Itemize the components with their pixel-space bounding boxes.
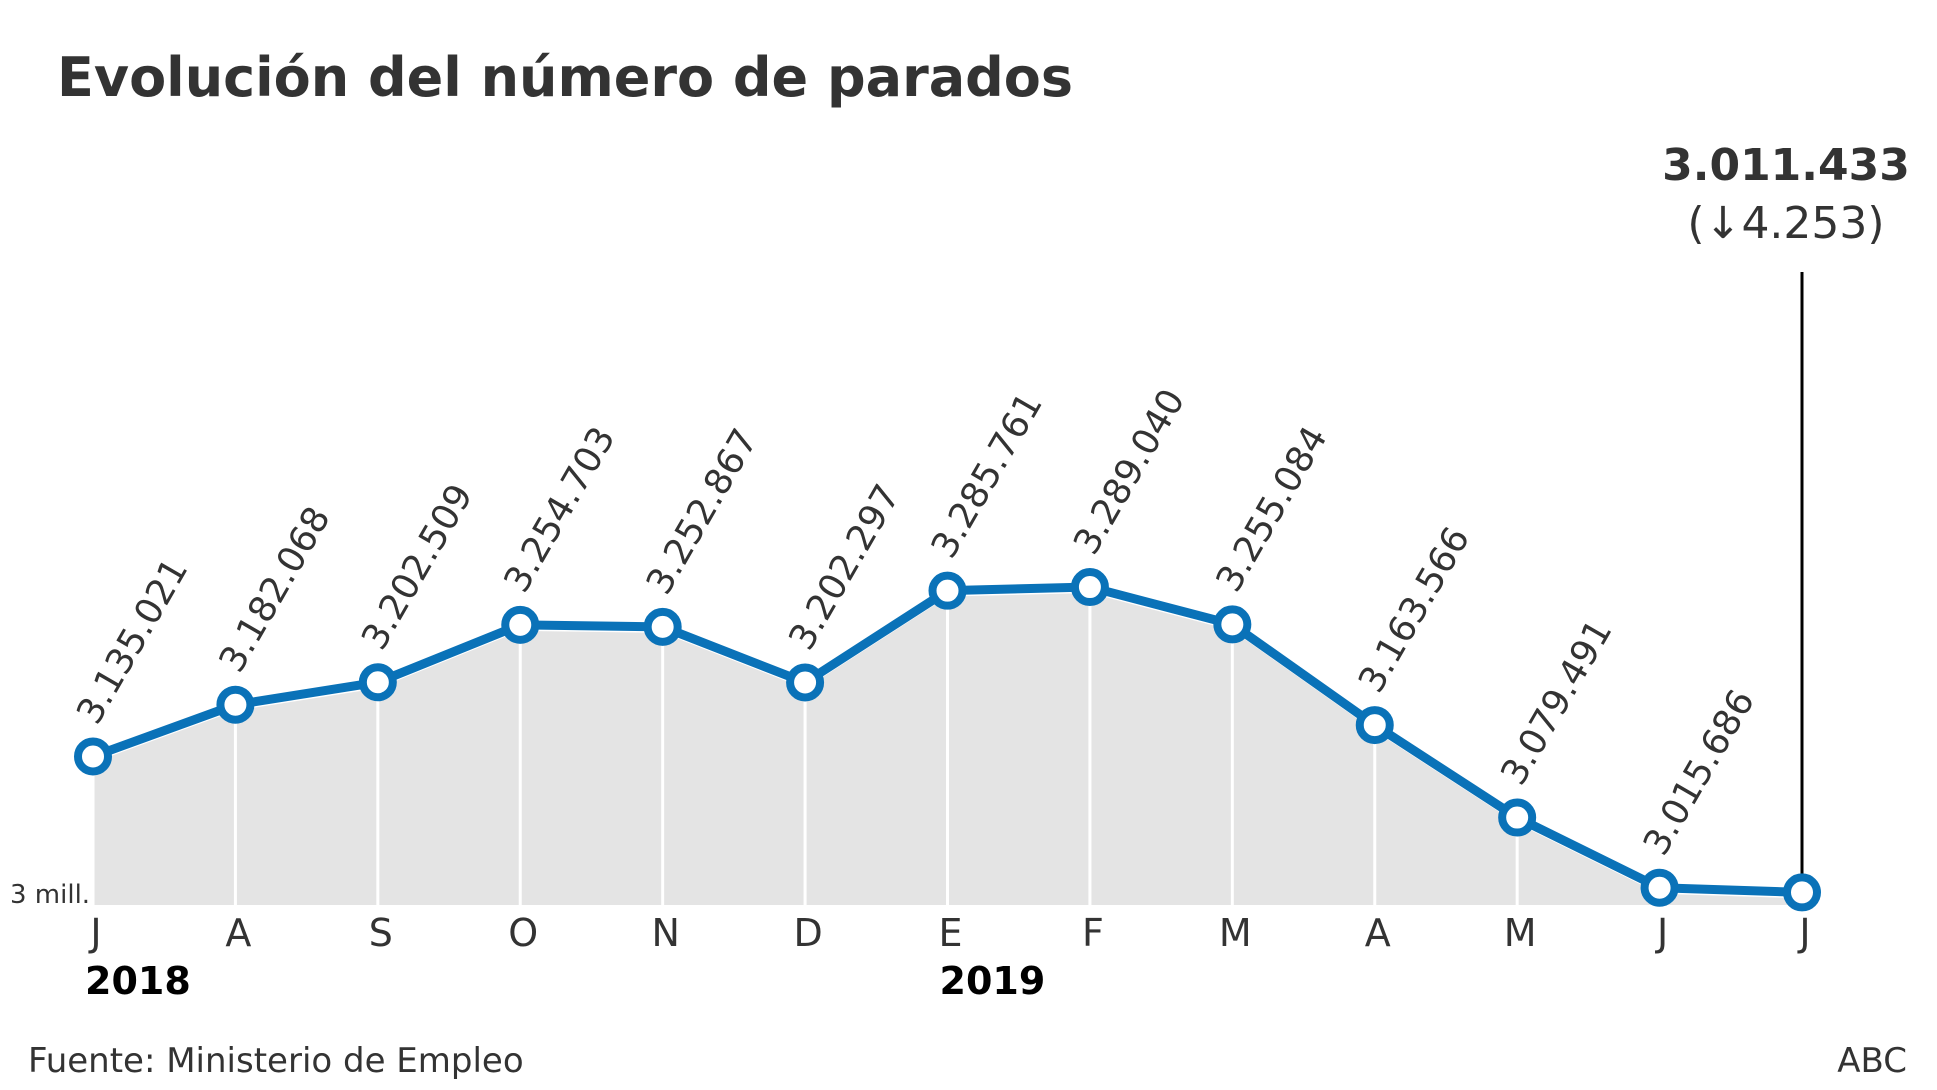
data-point [216, 685, 255, 724]
x-tick-label: J [1655, 911, 1668, 955]
data-point [1498, 798, 1537, 837]
year-label: 2018 [85, 959, 191, 1003]
x-tick-label: M [1504, 911, 1537, 955]
source-label: Fuente: Ministerio de Empleo [28, 1041, 524, 1081]
last-value-label: 3.011.433 [1662, 140, 1910, 191]
data-point [358, 663, 397, 702]
data-label: 3.135.021 [69, 552, 196, 731]
x-tick-label: A [225, 911, 251, 955]
x-tick-label: D [793, 911, 822, 955]
data-point [1213, 605, 1252, 644]
data-label: 3.285.761 [924, 386, 1051, 565]
data-label: 3.079.491 [1493, 613, 1620, 792]
data-point [1640, 868, 1679, 907]
x-tick-label: J [88, 911, 101, 955]
data-point [1783, 873, 1821, 912]
data-label: 3.254.703 [497, 420, 624, 599]
data-point [74, 737, 112, 776]
data-point [501, 605, 540, 644]
data-label: 3.255.084 [1209, 420, 1336, 599]
last-change-label: (↓4.253) [1687, 198, 1884, 249]
y-min-label: 3 mill. [10, 880, 90, 910]
x-tick-label: S [369, 911, 393, 955]
x-tick-label: A [1365, 911, 1391, 955]
data-point [928, 571, 967, 610]
credit-label: ABC [1837, 1041, 1907, 1081]
x-tick-label: M [1219, 911, 1252, 955]
x-tick-label: J [1797, 911, 1810, 955]
data-label: 3.202.509 [354, 478, 481, 657]
data-point [786, 663, 825, 702]
line-layer [74, 272, 1821, 912]
x-tick-label: E [938, 911, 962, 955]
data-point [643, 607, 682, 646]
x-tick-label: O [508, 911, 538, 955]
data-label: 3.182.068 [212, 500, 339, 679]
data-label: 3.163.566 [1351, 520, 1478, 699]
data-label: 3.252.867 [639, 422, 766, 601]
data-point [1070, 568, 1109, 607]
data-label: 3.015.686 [1636, 683, 1763, 862]
chart-title: Evolución del número de parados [57, 46, 1073, 109]
data-point [1355, 706, 1394, 745]
year-label: 2019 [940, 959, 1046, 1003]
data-label: 3.289.040 [1066, 382, 1193, 561]
x-tick-label: N [651, 911, 679, 955]
x-tick-label: F [1082, 911, 1104, 955]
